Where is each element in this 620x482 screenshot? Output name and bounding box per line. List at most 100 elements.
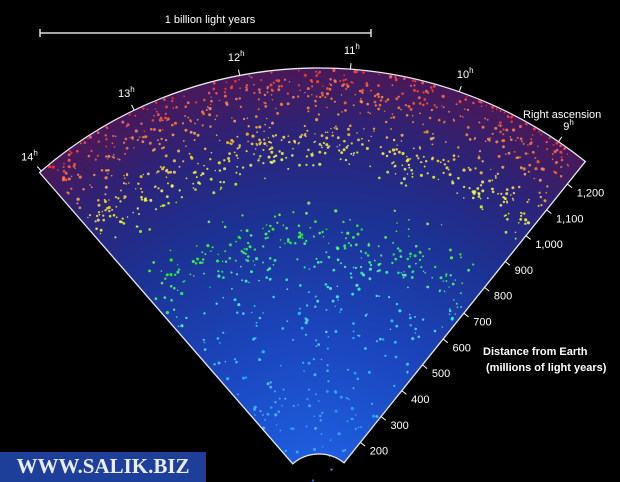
- galaxy-dot: [326, 347, 329, 350]
- galaxy-dot: [203, 348, 207, 351]
- galaxy-dot: [355, 414, 357, 416]
- galaxy-dot: [219, 188, 222, 191]
- galaxy-dot: [460, 306, 463, 308]
- galaxy-dot: [64, 171, 68, 175]
- galaxy-dot: [142, 173, 144, 176]
- galaxy-dot: [207, 220, 211, 224]
- galaxy-dot: [543, 199, 547, 203]
- galaxy-dot: [322, 141, 325, 145]
- galaxy-dot: [318, 400, 320, 402]
- galaxy-dot: [217, 161, 221, 165]
- galaxy-dot: [497, 192, 499, 195]
- galaxy-dot: [349, 124, 352, 128]
- galaxy-dot: [509, 136, 512, 138]
- galaxy-dot: [360, 250, 362, 253]
- galaxy-dot: [102, 218, 105, 222]
- galaxy-dot: [241, 214, 244, 217]
- galaxy-dot: [216, 259, 219, 263]
- galaxy-dot: [171, 99, 174, 103]
- galaxy-dot: [401, 151, 405, 156]
- galaxy-dot: [372, 127, 376, 130]
- galaxy-dot: [275, 79, 279, 82]
- galaxy-dot: [504, 230, 508, 234]
- galaxy-dot: [215, 92, 218, 95]
- galaxy-dot: [499, 204, 503, 207]
- galaxy-dot: [510, 115, 514, 118]
- galaxy-dot: [342, 220, 345, 224]
- galaxy-dot: [318, 231, 322, 235]
- galaxy-dot: [165, 139, 168, 142]
- galaxy-dot: [452, 154, 456, 157]
- galaxy-dot: [187, 116, 190, 119]
- galaxy-dot: [320, 144, 323, 147]
- galaxy-dot: [253, 91, 256, 95]
- galaxy-dot: [511, 197, 514, 200]
- galaxy-dot: [163, 204, 166, 207]
- galaxy-dot: [307, 201, 311, 205]
- galaxy-dot: [89, 184, 91, 186]
- galaxy-dot: [268, 257, 272, 260]
- galaxy-dot: [432, 133, 434, 135]
- galaxy-dot: [201, 258, 205, 261]
- galaxy-dot: [416, 90, 420, 93]
- galaxy-dot: [392, 241, 395, 244]
- galaxy-dot: [97, 203, 101, 207]
- galaxy-dot: [314, 220, 317, 224]
- galaxy-dot: [108, 209, 111, 213]
- galaxy-dot: [219, 180, 222, 184]
- galaxy-dot: [499, 110, 502, 112]
- galaxy-dot: [512, 199, 515, 201]
- galaxy-dot: [260, 141, 262, 144]
- galaxy-dot: [505, 128, 509, 132]
- galaxy-dot: [464, 108, 466, 110]
- galaxy-dot: [501, 165, 505, 169]
- galaxy-dot: [460, 256, 462, 259]
- galaxy-dot: [313, 447, 317, 451]
- galaxy-dots: [48, 68, 570, 482]
- galaxy-dot: [285, 156, 288, 159]
- galaxy-dot: [105, 155, 108, 158]
- galaxy-dot: [254, 264, 256, 266]
- galaxy-dot: [299, 284, 302, 287]
- galaxy-dot: [275, 107, 277, 110]
- galaxy-dot: [515, 156, 519, 160]
- galaxy-dot: [507, 212, 510, 215]
- galaxy-dot: [151, 119, 155, 122]
- galaxy-dot: [451, 282, 455, 286]
- galaxy-dot: [518, 125, 522, 128]
- galaxy-dot: [301, 361, 305, 364]
- galaxy-dot: [125, 183, 127, 185]
- galaxy-dot: [289, 241, 292, 245]
- galaxy-dot: [534, 157, 537, 159]
- galaxy-dot: [404, 184, 408, 187]
- galaxy-dot: [541, 167, 545, 171]
- galaxy-dot: [259, 410, 262, 413]
- galaxy-dot: [349, 218, 351, 221]
- galaxy-dot: [277, 88, 281, 92]
- galaxy-dot: [331, 134, 334, 137]
- galaxy-dot: [481, 160, 484, 163]
- galaxy-dot: [222, 296, 225, 299]
- distance-tick: [360, 441, 366, 447]
- galaxy-dot: [295, 450, 299, 454]
- galaxy-dot: [376, 270, 379, 273]
- galaxy-dot: [166, 117, 170, 121]
- galaxy-dot: [113, 154, 115, 156]
- galaxy-dot: [231, 117, 233, 119]
- galaxy-dot: [177, 325, 180, 328]
- galaxy-dot: [209, 158, 212, 161]
- galaxy-dot: [206, 106, 209, 109]
- galaxy-dot: [533, 177, 536, 180]
- galaxy-dot: [474, 167, 477, 170]
- galaxy-dot: [445, 273, 448, 276]
- galaxy-dot: [104, 134, 107, 137]
- galaxy-dot: [352, 154, 355, 156]
- galaxy-dot: [411, 337, 415, 341]
- galaxy-dot: [396, 247, 400, 250]
- galaxy-dot: [500, 192, 503, 195]
- distance-tick-label: 1,100: [556, 213, 584, 225]
- galaxy-dot: [393, 340, 397, 344]
- galaxy-dot: [481, 208, 484, 211]
- distance-tick-label: 400: [411, 394, 429, 406]
- ra-unit: h: [130, 85, 134, 94]
